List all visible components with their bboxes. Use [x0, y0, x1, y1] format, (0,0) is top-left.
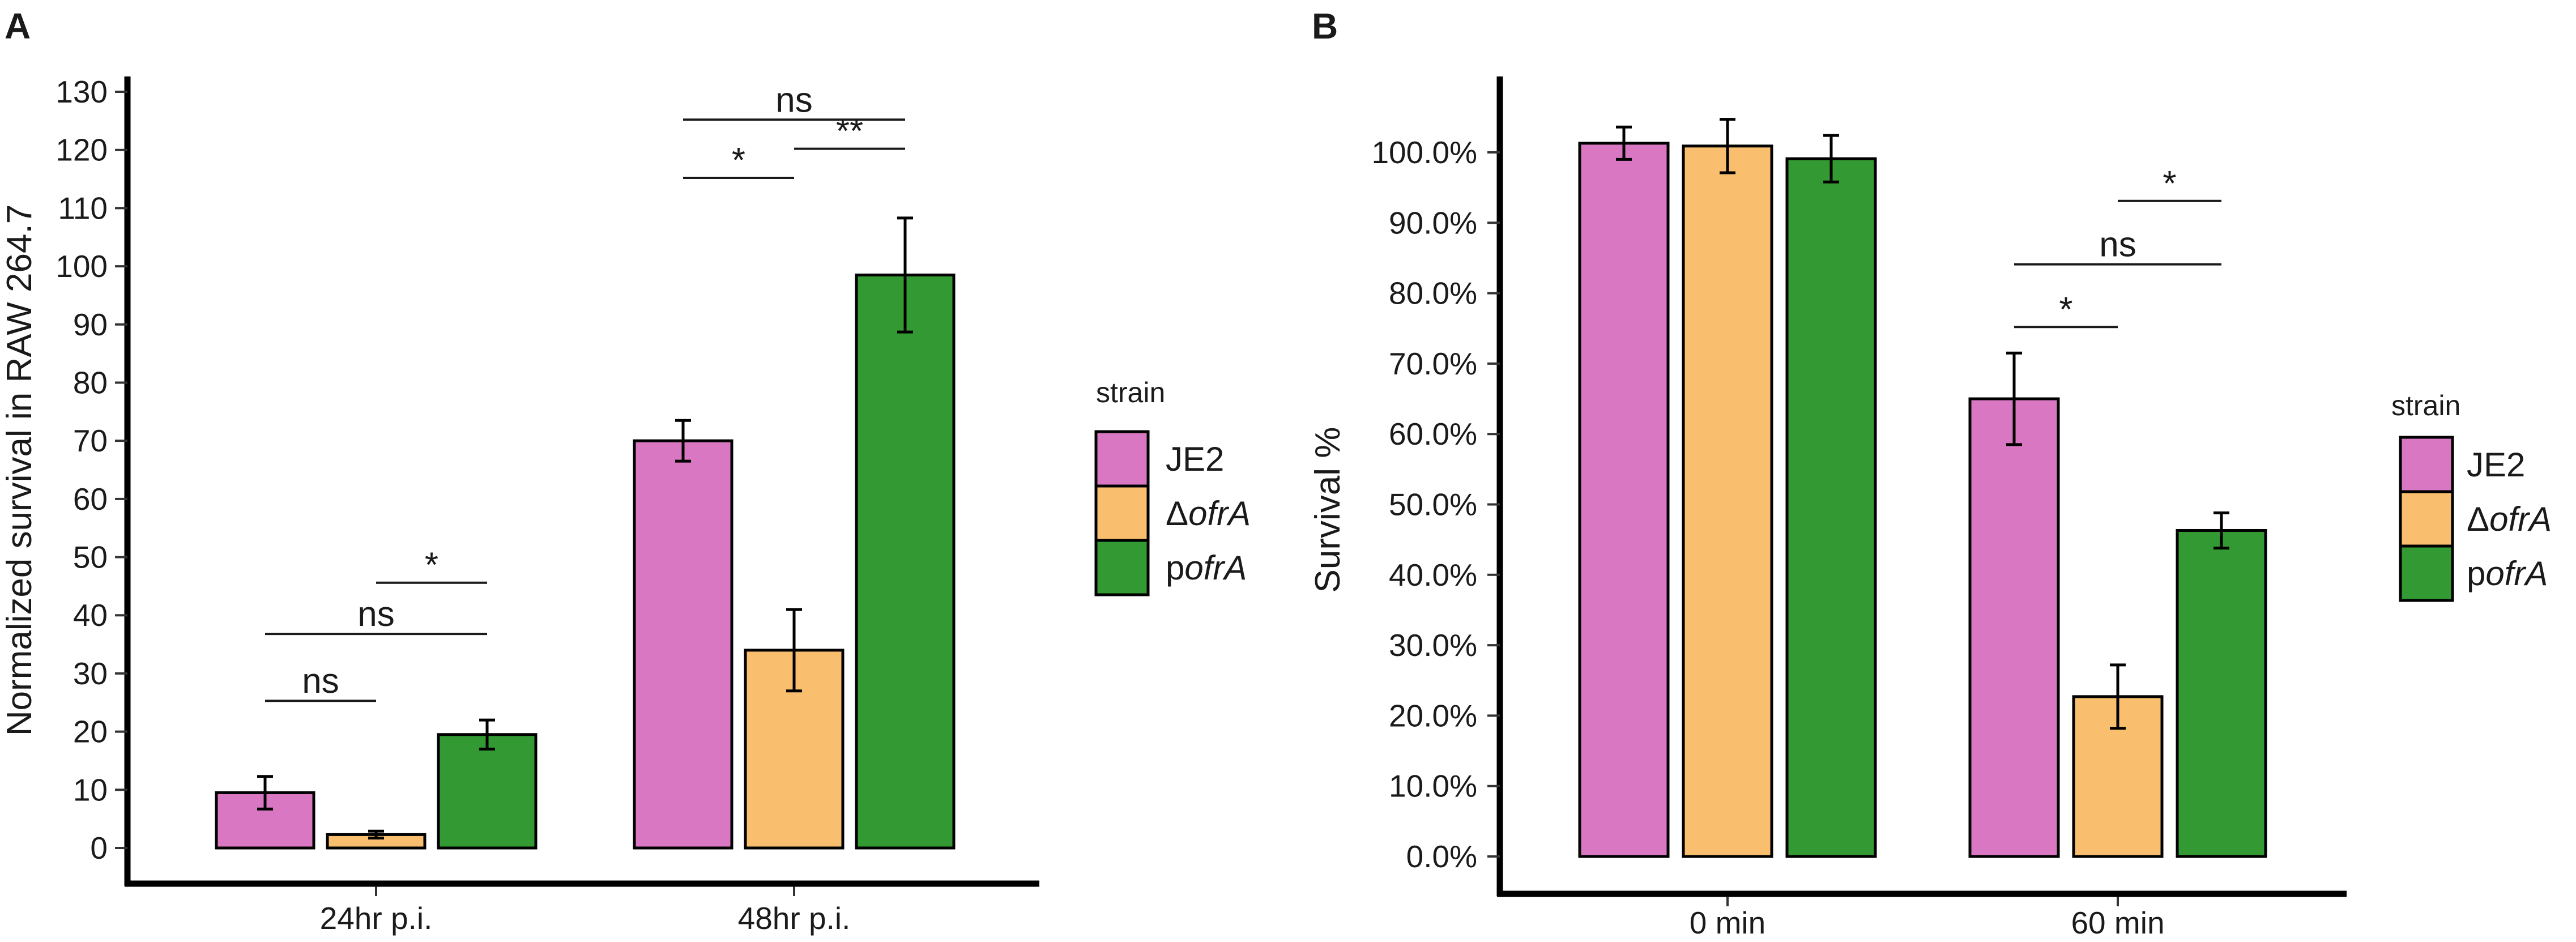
bar-24hr-p-i--2	[437, 733, 538, 850]
legend-label: ΔofrA	[1166, 495, 1251, 532]
y-tick-label: 10.0%	[1389, 769, 1477, 804]
y-tick-label: 60	[73, 481, 108, 517]
significance-label: ns	[357, 595, 394, 634]
panel-a: A 0 10 20 30 40 50 60 70 80 90 100 110 120 130 Normaliz…	[0, 6, 1251, 936]
legend-title: strain	[1096, 377, 1165, 408]
legend-swatch	[2399, 490, 2454, 548]
x-tick-label: 48hr p.i.	[738, 901, 851, 936]
legend-label-italic: ofrA	[2485, 555, 2548, 593]
legend-label-italic: ofrA	[1188, 495, 1251, 532]
x-tick-label: 0 min	[1690, 905, 1766, 940]
significance-label: **	[836, 112, 863, 151]
y-tick-label: 20.0%	[1389, 698, 1477, 733]
x-tick-label: 24hr p.i.	[320, 901, 433, 936]
y-tick-label: 0.0%	[1406, 839, 1477, 874]
legend-label-prefix: p	[2467, 555, 2485, 593]
bar-0-min-0	[1578, 142, 1670, 858]
legend-label-prefix: p	[1166, 549, 1184, 587]
panel-b: B 0.0% 10.0% 20.0% 30.0% 40.0% 50.0% 60.0% 70.0%…	[1308, 6, 2552, 940]
y-tick-label: 80.0%	[1389, 276, 1477, 311]
significance-label: ns	[2099, 225, 2136, 265]
y-tick-label: 50	[73, 540, 108, 575]
significance-label: *	[732, 141, 745, 180]
legend-label: JE2	[2467, 446, 2525, 484]
legend-label-prefix: Δ	[1166, 495, 1188, 532]
y-tick-label: 90.0%	[1389, 205, 1477, 240]
y-tick-label: 70.0%	[1389, 346, 1477, 381]
y-tick-label: 20	[73, 714, 108, 749]
significance-label: ns	[775, 80, 812, 120]
significance-label: *	[425, 546, 438, 585]
y-tick-label: 110	[58, 190, 108, 225]
bar-60-min-0	[1968, 397, 2060, 858]
panel-label: A	[5, 6, 31, 46]
x-tick-label: 60 min	[2071, 905, 2164, 940]
legend-label: pofrA	[2467, 555, 2548, 593]
legend-swatch	[2399, 544, 2454, 602]
y-tick-label: 40	[73, 598, 108, 633]
bar-48hr-p-i--2	[855, 273, 956, 850]
legend-label-italic: ofrA	[1184, 549, 1247, 587]
legend-swatch	[1094, 484, 1150, 542]
y-tick-label: 0	[90, 830, 108, 866]
y-tick-label: 60.0%	[1389, 416, 1477, 451]
legend-swatch	[2399, 436, 2454, 493]
y-tick-label: 30.0%	[1389, 628, 1477, 663]
y-tick-label: 90	[73, 307, 108, 342]
y-tick-label: 100	[56, 249, 108, 284]
y-tick-label: 30	[73, 656, 108, 691]
bar-48hr-p-i--0	[633, 439, 733, 850]
y-tick-label: 50.0%	[1389, 487, 1477, 522]
legend-label: pofrA	[1166, 549, 1247, 587]
y-tick-label: 10	[73, 772, 108, 807]
legend-swatch	[1094, 430, 1150, 488]
y-tick-label: 80	[73, 365, 108, 400]
y-tick-label: 100.0%	[1371, 135, 1477, 170]
significance-label: *	[2163, 164, 2176, 203]
bar-24hr-p-i--0	[215, 791, 315, 850]
bar-0-min-1	[1682, 144, 1773, 858]
legend-title: strain	[2391, 390, 2460, 421]
y-axis-title: Survival %	[1308, 427, 1347, 593]
significance-label: ns	[302, 662, 339, 701]
legend-label-prefix: Δ	[2467, 500, 2489, 538]
legend-label: JE2	[1166, 440, 1224, 478]
y-tick-label: 70	[73, 423, 108, 458]
bar-60-min-2	[2176, 528, 2267, 858]
legend-label-suffix: JE2	[2467, 446, 2525, 484]
y-tick-label: 120	[56, 133, 108, 168]
y-tick-label: 130	[56, 74, 108, 109]
y-tick-label: 40.0%	[1389, 557, 1477, 593]
legend-label: ΔofrA	[2467, 500, 2552, 538]
panel-label: B	[1312, 6, 1338, 46]
significance-label: *	[2059, 290, 2072, 329]
legend-swatch	[1094, 539, 1150, 596]
bar-0-min-2	[1785, 157, 1877, 858]
legend-label-suffix: JE2	[1166, 440, 1224, 478]
legend-label-italic: ofrA	[2489, 500, 2552, 538]
y-axis-title: Normalized survival in RAW 264.7	[0, 204, 39, 736]
